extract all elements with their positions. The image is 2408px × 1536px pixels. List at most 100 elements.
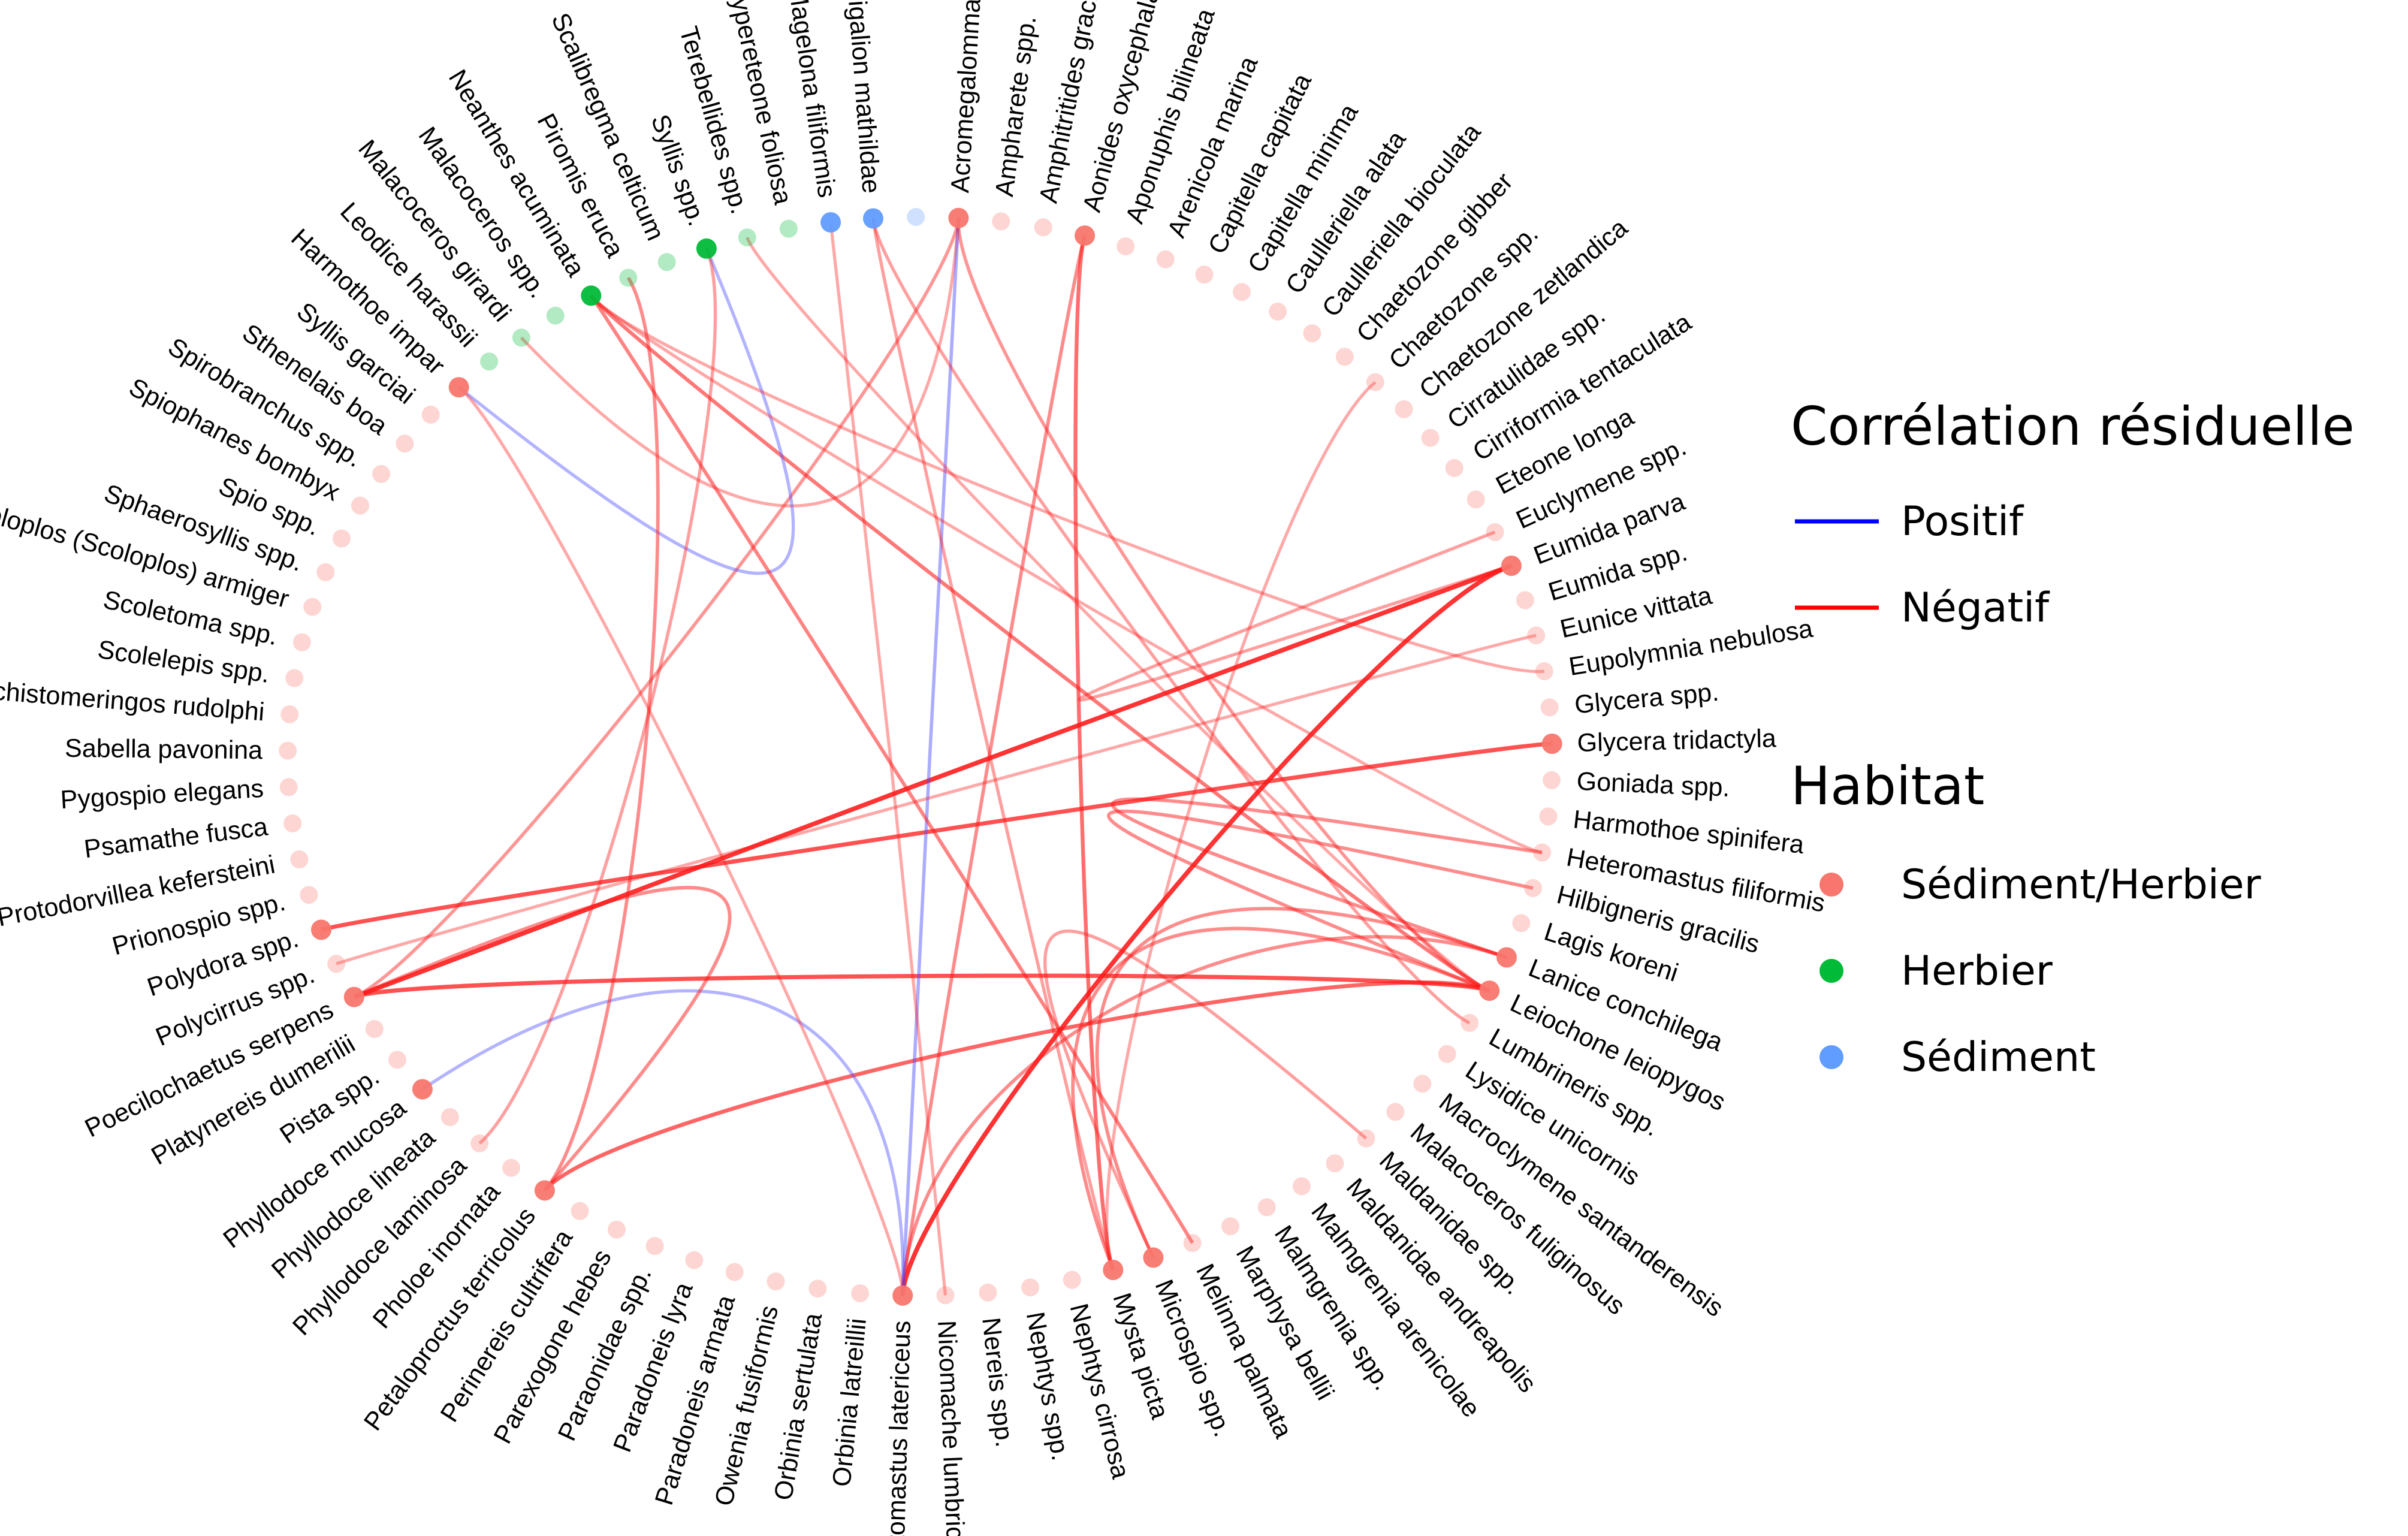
species-node-0 (948, 207, 969, 228)
species-label-21: Glycera spp. (1573, 678, 1720, 720)
species-node-49 (767, 1272, 785, 1291)
link-1 (900, 563, 1513, 1296)
species-node-88 (738, 228, 756, 247)
species-node-18 (1516, 591, 1534, 609)
legend-negative-label: Négatif (1901, 584, 2050, 632)
species-node-59 (412, 1079, 433, 1100)
link-22 (829, 222, 947, 1296)
species-label-44: Nereis spp. (976, 1316, 1019, 1449)
species-node-7 (1233, 283, 1251, 301)
link-5 (589, 294, 1490, 992)
species-node-32 (1413, 1075, 1432, 1093)
link-10 (520, 218, 960, 508)
species-node-60 (388, 1051, 406, 1069)
link-21 (871, 218, 1471, 1025)
link-30 (1043, 929, 1368, 1259)
species-node-65 (300, 886, 318, 904)
link-14 (421, 989, 905, 1296)
species-label-45: Nicomache lumbricalis (932, 1320, 971, 1536)
species-node-37 (1257, 1198, 1276, 1217)
species-node-11 (1366, 373, 1384, 391)
species-node-39 (1183, 1234, 1202, 1253)
legend-sediment-swatch (1819, 1045, 1843, 1069)
link-11 (353, 218, 961, 999)
link-9 (901, 235, 1087, 1296)
species-node-91 (863, 208, 883, 229)
species-node-47 (851, 1284, 870, 1302)
link-24 (1105, 381, 1377, 1271)
species-node-53 (608, 1220, 626, 1239)
species-label-47: Orbinia latreillii (827, 1317, 872, 1488)
species-node-26 (1524, 879, 1542, 897)
link-27 (1078, 530, 1512, 702)
species-node-71 (285, 669, 304, 687)
species-node-15 (1466, 490, 1485, 509)
species-node-41 (1103, 1260, 1124, 1280)
species-node-68 (279, 778, 298, 796)
species-node-40 (1143, 1247, 1164, 1268)
link-16 (543, 276, 660, 1192)
species-node-77 (372, 464, 391, 483)
link-4 (543, 980, 1490, 1192)
species-node-19 (1527, 626, 1546, 645)
species-node-87 (696, 238, 717, 259)
species-node-51 (685, 1251, 704, 1269)
legend-sediment-herbier-swatch (1819, 873, 1843, 897)
species-node-73 (303, 597, 322, 616)
species-node-66 (290, 850, 309, 868)
species-node-27 (1512, 914, 1531, 933)
species-node-30 (1461, 1013, 1479, 1032)
species-node-84 (581, 285, 602, 306)
species-node-45 (936, 1286, 955, 1305)
species-node-74 (316, 563, 335, 581)
species-node-57 (470, 1134, 489, 1152)
legend-herbier-swatch (1819, 959, 1843, 983)
link-31 (956, 218, 1490, 992)
species-node-16 (1486, 523, 1504, 541)
species-node-54 (571, 1202, 589, 1220)
link-15 (353, 886, 732, 1192)
species-node-86 (657, 253, 676, 271)
species-label-48: Orbinia sertulata (769, 1311, 828, 1502)
link-6 (901, 935, 1507, 1296)
link-33 (458, 386, 904, 1296)
species-node-20 (1535, 662, 1553, 680)
species-node-5 (1156, 250, 1175, 268)
species-node-76 (351, 496, 369, 515)
species-node-2 (1034, 218, 1052, 237)
species-node-9 (1303, 324, 1321, 343)
species-node-75 (332, 529, 351, 548)
species-node-52 (645, 1237, 664, 1256)
link-7 (1111, 797, 1543, 959)
species-labels: Acromegalomma spp. Ampharete spp.Amphitri… (0, 0, 1827, 1536)
species-node-33 (1386, 1103, 1405, 1121)
species-node-22 (1541, 734, 1562, 754)
link-0 (353, 563, 1513, 1000)
link-25 (336, 633, 1537, 965)
species-node-56 (502, 1158, 520, 1177)
species-node-83 (546, 306, 565, 325)
legend-habitat-title: Habitat (1791, 755, 1984, 817)
species-node-61 (365, 1020, 384, 1038)
link-23 (478, 248, 717, 1145)
species-node-14 (1445, 459, 1463, 477)
species-node-8 (1269, 303, 1287, 321)
species-label-46: Notomastus latericeus (880, 1320, 916, 1536)
species-node-34 (1357, 1129, 1375, 1148)
species-node-29 (1479, 980, 1500, 1001)
link-20 (871, 218, 1115, 1271)
species-node-92 (907, 208, 925, 226)
species-node-1 (992, 212, 1010, 231)
species-node-3 (1075, 225, 1096, 246)
species-node-79 (421, 405, 440, 424)
species-label-23: Goniada spp. (1576, 767, 1731, 802)
species-node-70 (280, 705, 299, 723)
species-node-50 (725, 1263, 744, 1281)
species-node-46 (892, 1285, 913, 1306)
legend-herbier-label: Herbier (1901, 947, 2053, 995)
species-nodes (279, 207, 1562, 1306)
link-17 (590, 294, 1545, 674)
species-node-82 (512, 328, 530, 347)
species-node-81 (480, 352, 499, 371)
